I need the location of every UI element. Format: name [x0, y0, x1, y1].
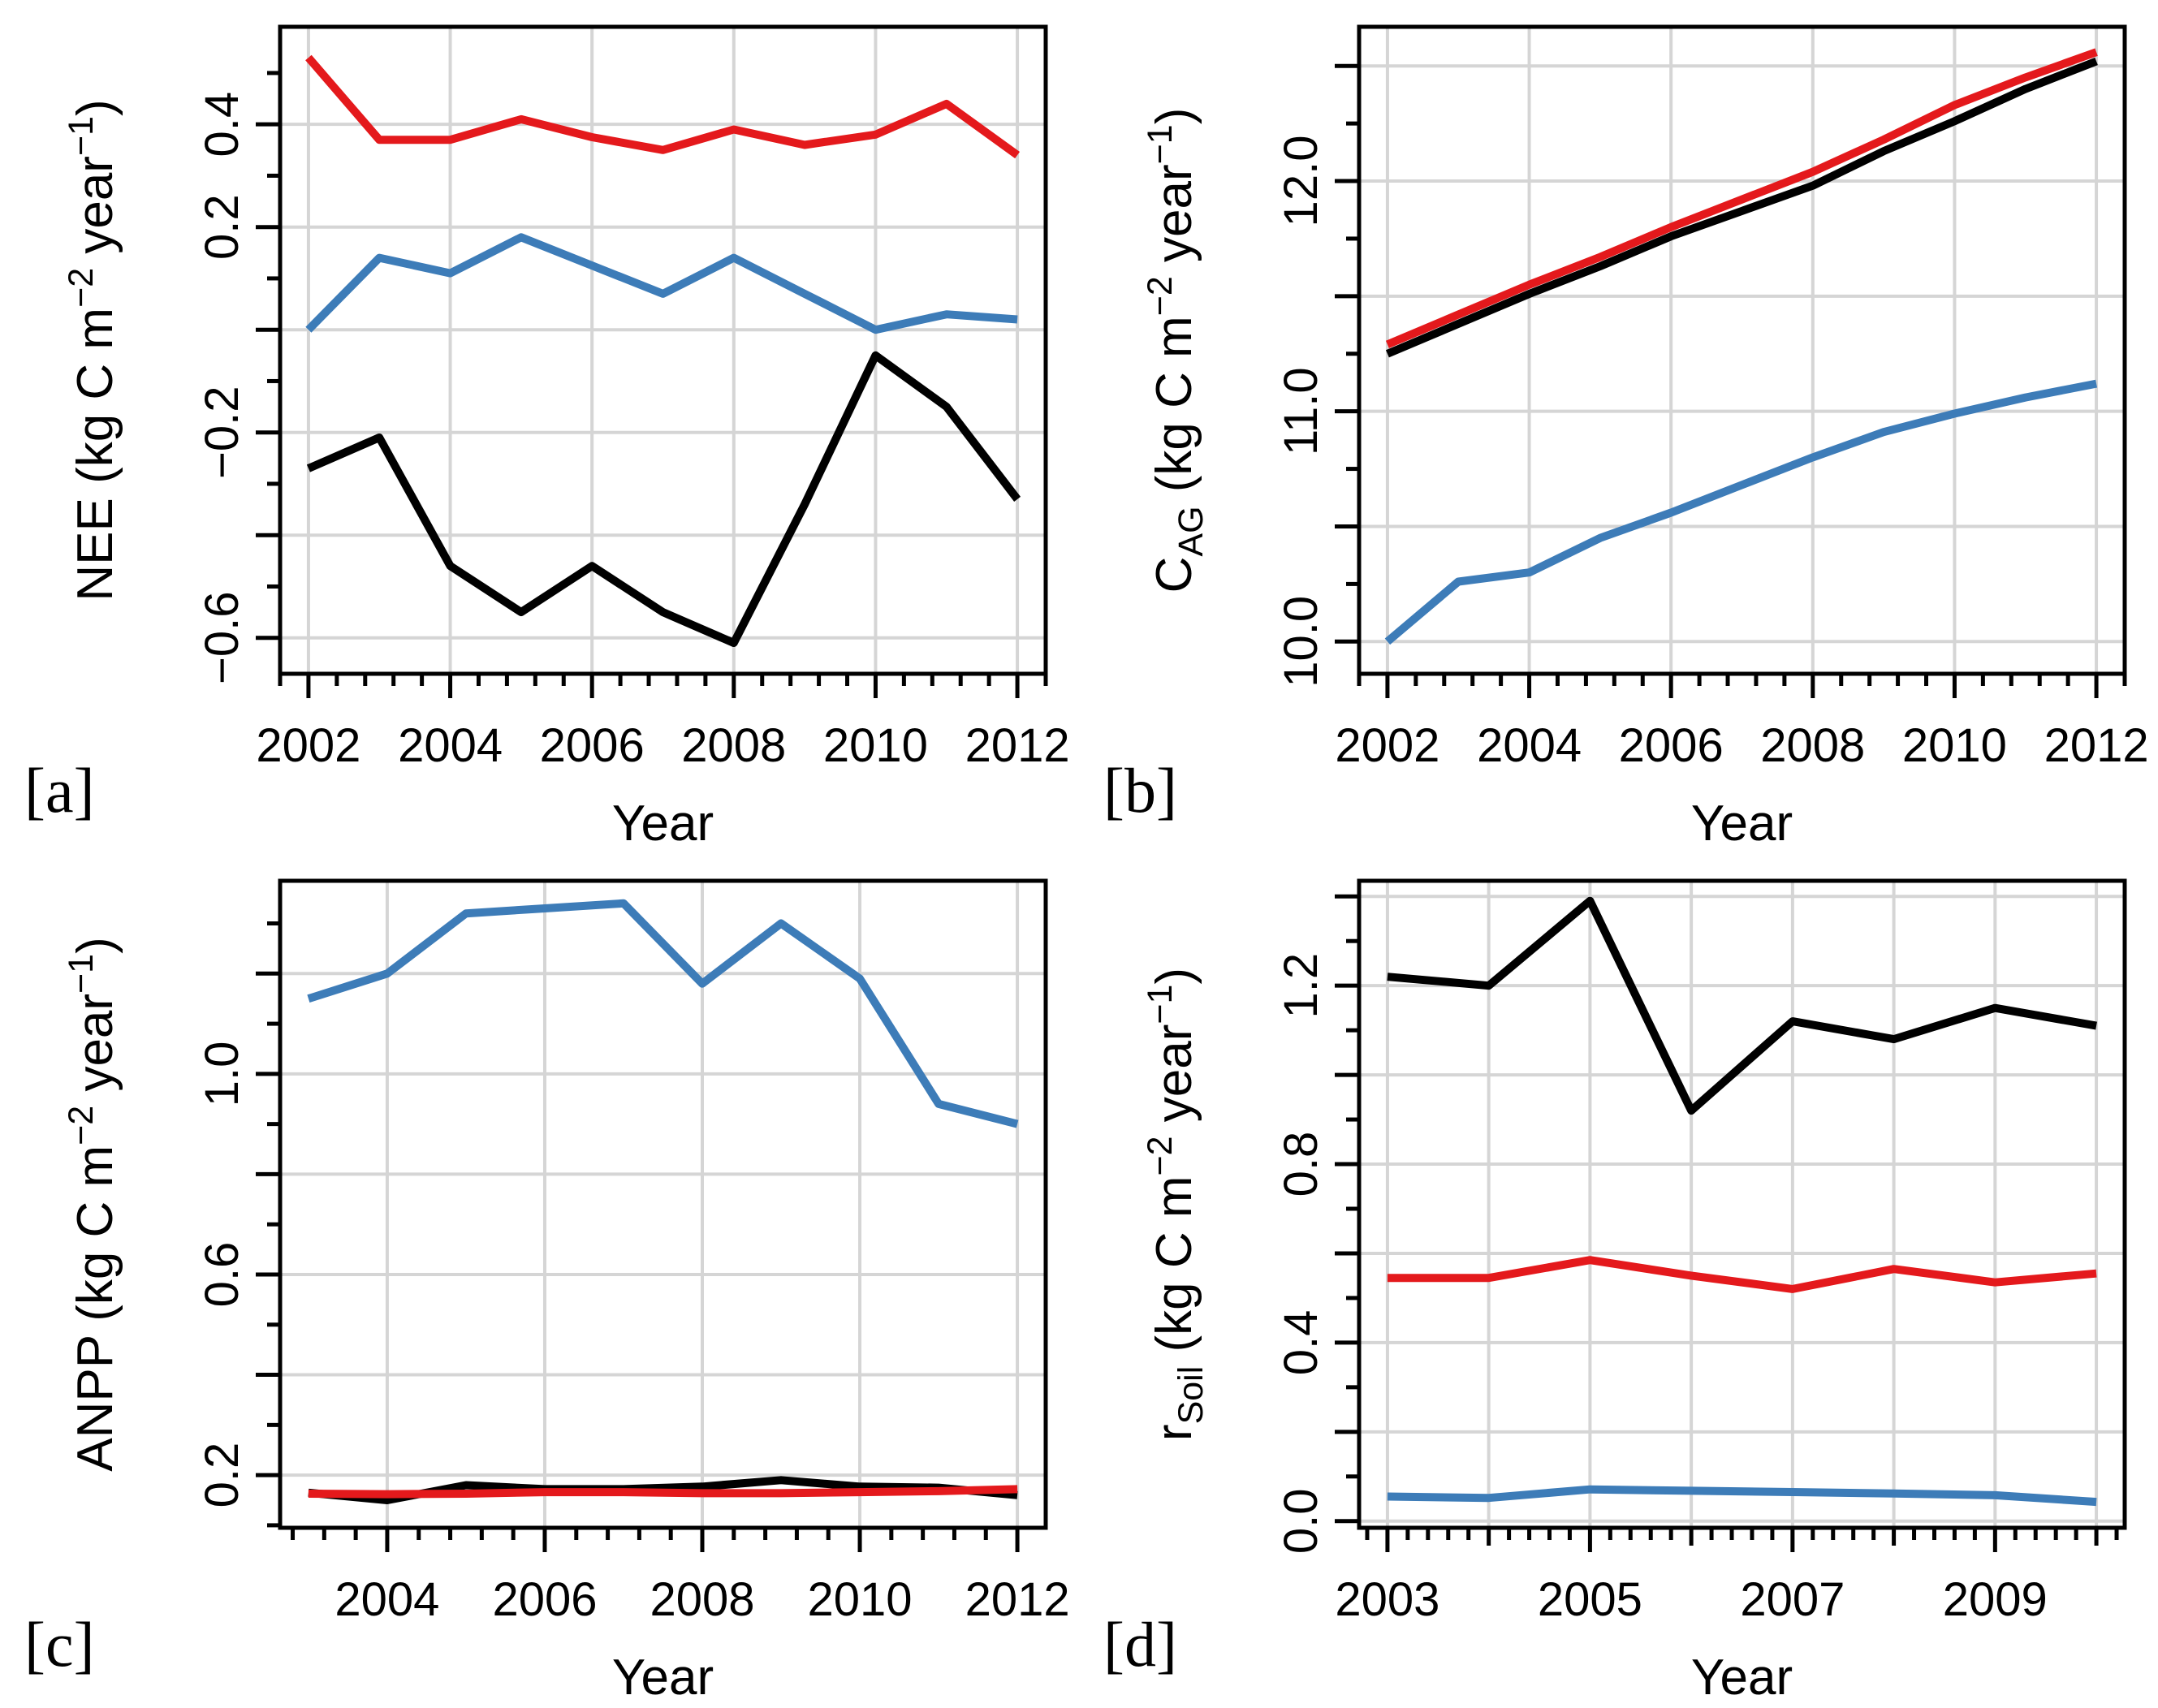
- series: [307, 899, 1019, 1504]
- series: [1387, 896, 2097, 1507]
- y-tick-label: 1.2: [1275, 953, 1327, 1019]
- y-tick-label: 11.0: [1275, 367, 1327, 455]
- x-tick-label: 2008: [681, 719, 786, 772]
- x-tick-label: 2006: [492, 1573, 597, 1626]
- x-axis-title: Year: [612, 796, 714, 852]
- red-series-line: [308, 1485, 1018, 1499]
- x-tick-label: 2010: [823, 719, 928, 772]
- panel-b-label: [b]: [1103, 755, 1177, 826]
- plot-box: [1357, 878, 2127, 1530]
- panel-c: 1.0 0.6 0.2 2004 2006 2008 2010 2012 Year ANPP (k…: [0, 854, 1079, 1708]
- black-series-line: [1385, 57, 2098, 358]
- x-tick-label: 2009: [1943, 1573, 2048, 1626]
- plot-box: [1357, 24, 2127, 676]
- black-series-line: [1387, 896, 2097, 1115]
- series: [1384, 48, 2098, 645]
- x-tick-label: 2002: [256, 719, 360, 772]
- x-tick-label: 2004: [334, 1573, 439, 1626]
- panel-c-label: [c]: [24, 1609, 95, 1680]
- y-tick-label: 0.4: [1275, 1310, 1327, 1376]
- x-axis-title: Year: [1691, 796, 1793, 852]
- y-axis-title: CAG (kg C m−2 year−1): [1141, 108, 1211, 593]
- gridlines: [1359, 881, 2125, 1528]
- x-tick-label: 2003: [1335, 1573, 1439, 1626]
- y-tick-label: 0.4: [196, 92, 248, 157]
- gridlines: [280, 27, 1046, 674]
- axis-ticks: [256, 921, 1020, 1552]
- plot-box: [278, 24, 1048, 676]
- x-tick-label: 2006: [1619, 719, 1724, 772]
- panel-d: 1.2 0.8 0.4 0.0 2003 2005 2007 2009 Year rSoil (k…: [1079, 854, 2158, 1708]
- axis-ticks: [256, 71, 1048, 698]
- x-tick-label: 2012: [2044, 719, 2149, 772]
- x-tick-label: 2005: [1538, 1573, 1642, 1626]
- x-tick-label: 2008: [1760, 719, 1865, 772]
- series: [305, 54, 1021, 647]
- y-tick-label: 0.6: [196, 1242, 248, 1308]
- y-axis-title: NEE (kg C m−2 year−1): [62, 99, 123, 601]
- blue-series-line: [1387, 1485, 2097, 1507]
- red-series-line: [1385, 48, 2098, 349]
- gridlines: [280, 881, 1046, 1528]
- x-tick-label: 2004: [1477, 719, 1582, 772]
- x-tick-label: 2012: [965, 1573, 1070, 1626]
- y-tick-label: 0.2: [196, 1443, 248, 1508]
- panel-c-chart: 1.0 0.6 0.2 2004 2006 2008 2010 2012 Year ANPP (k…: [62, 878, 1070, 1706]
- blue-series-line: [307, 899, 1019, 1128]
- plot-box: [278, 878, 1048, 1530]
- x-tick-label: 2002: [1335, 719, 1439, 772]
- y-tick-label: 0.8: [1275, 1132, 1327, 1197]
- blue-series-line: [305, 233, 1018, 334]
- x-tick-label: 2012: [965, 719, 1070, 772]
- y-tick-label: 12.0: [1275, 136, 1327, 227]
- red-series-line: [305, 54, 1021, 159]
- panel-b: 12.0 11.0 10.0 2002 2004 2006 2008 2010 2012 Year…: [1079, 0, 2158, 854]
- y-tick-label: 0.2: [196, 194, 248, 260]
- panel-a: 0.4 0.2 −0.2 −0.6 2002 2004 2006 2008 2010 2012 Ye…: [0, 0, 1079, 854]
- black-series-line: [306, 351, 1021, 647]
- panel-a-label: [a]: [24, 755, 95, 826]
- blue-series-line: [1384, 379, 2098, 645]
- y-axis-title: ANPP (kg C m−2 year−1): [62, 937, 123, 1472]
- x-tick-label: 2010: [1902, 719, 2007, 772]
- y-tick-label: 10.0: [1275, 596, 1327, 688]
- x-tick-label: 2006: [540, 719, 645, 772]
- x-tick-label: 2008: [650, 1573, 754, 1626]
- red-series-line: [1387, 1256, 2097, 1293]
- x-tick-label: 2007: [1740, 1573, 1845, 1626]
- x-tick-label: 2004: [398, 719, 503, 772]
- y-tick-label: −0.2: [196, 386, 248, 479]
- x-tick-label: 2010: [807, 1573, 912, 1626]
- axis-ticks: [1335, 63, 2127, 698]
- y-axis-title: rSoil (kg C m−2 year−1): [1141, 968, 1211, 1441]
- x-axis-title: Year: [612, 1650, 714, 1706]
- panel-d-label: [d]: [1103, 1609, 1177, 1680]
- x-axis-title: Year: [1691, 1650, 1793, 1706]
- tick-labels: 1.0 0.6 0.2 2004 2006 2008 2010 2012: [196, 1042, 1070, 1626]
- y-tick-label: 1.0: [196, 1042, 248, 1107]
- y-tick-label: −0.6: [196, 591, 248, 684]
- y-tick-label: 0.0: [1275, 1488, 1327, 1554]
- axis-ticks: [1335, 894, 2119, 1552]
